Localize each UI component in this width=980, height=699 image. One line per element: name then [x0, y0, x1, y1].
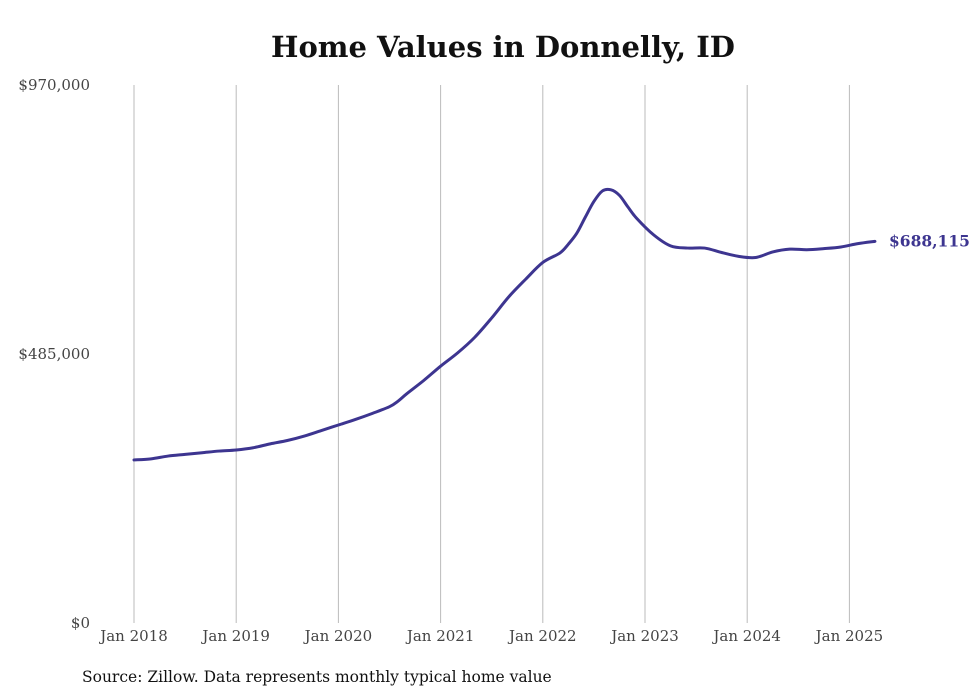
x-tick-label: Jan 2024: [711, 627, 781, 645]
source-note: Source: Zillow. Data represents monthly …: [82, 668, 552, 686]
y-tick-label: $970,000: [18, 76, 90, 94]
y-tick-label: $485,000: [18, 345, 90, 363]
x-tick-label: Jan 2020: [303, 627, 373, 645]
x-tick-label: Jan 2021: [405, 627, 475, 645]
x-tick-label: Jan 2025: [814, 627, 884, 645]
series-line: [132, 187, 877, 462]
x-tick-label: Jan 2018: [98, 627, 168, 645]
x-axis-tick-labels: Jan 2018 Jan 2019 Jan 2020 Jan 2021 Jan 2022…: [98, 627, 883, 645]
end-value-label: $688,115: [889, 231, 970, 250]
x-tick-label: Jan 2023: [609, 627, 679, 645]
series-layer: [132, 187, 877, 462]
gridlines: [133, 85, 850, 623]
y-axis-tick-labels: $0 $485,000 $970,000: [18, 76, 90, 632]
x-tick-label: Jan 2019: [200, 627, 270, 645]
end-label-layer: $688,115: [889, 231, 970, 250]
chart-title: Home Values in Donnelly, ID: [271, 30, 735, 64]
y-tick-label: $0: [71, 614, 90, 632]
x-tick-label: Jan 2022: [507, 627, 577, 645]
